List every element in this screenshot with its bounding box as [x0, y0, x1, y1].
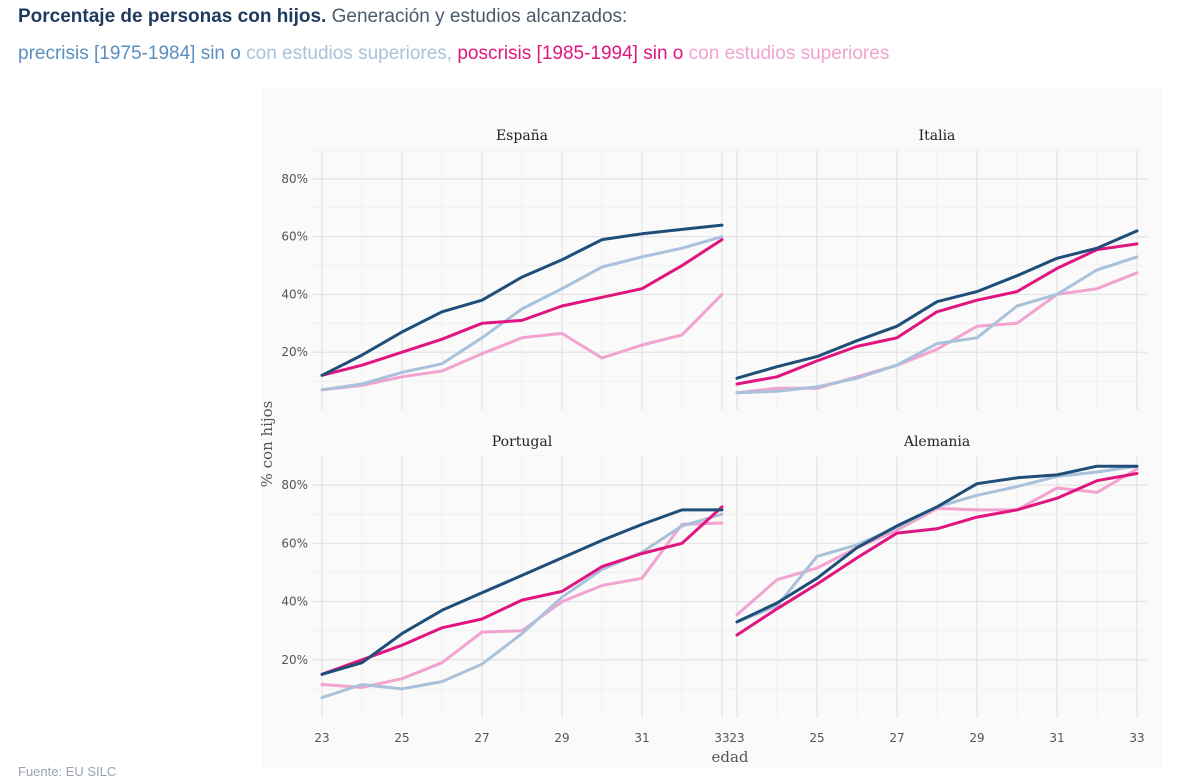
series-line-espana-2	[320, 238, 724, 377]
legend-precrisis-con: con estudios superiores,	[240, 43, 458, 64]
series-line-espana-3	[320, 292, 724, 392]
x-tick-label: 33	[714, 731, 729, 745]
facet-label-espana: España	[496, 128, 548, 144]
facet-label-portugal: Portugal	[492, 434, 553, 450]
x-tick-label: 27	[889, 731, 904, 745]
y-tick-label: 40%	[281, 287, 308, 301]
chart-title-bold: Porcentaje de personas con hijos.	[18, 6, 327, 27]
y-axis-title: % con hijos	[258, 401, 276, 488]
series-line-espana-0	[320, 223, 724, 377]
series-line-alemania-2	[735, 472, 1139, 637]
x-tick-label: 31	[1049, 731, 1064, 745]
y-tick-label: 40%	[281, 595, 308, 609]
legend-poscrisis-con: con estudios superiores	[683, 43, 890, 64]
series-line-italia-2	[735, 242, 1139, 386]
legend-poscrisis-sin: poscrisis [1985-1994] sin o	[457, 43, 684, 64]
series-line-portugal-1	[320, 512, 724, 700]
facet-label-italia: Italia	[919, 128, 956, 144]
x-tick-label: 27	[474, 731, 489, 745]
chart-title: Porcentaje de personas con hijos. Genera…	[18, 6, 627, 28]
series-line-italia-1	[735, 255, 1139, 395]
x-tick-label: 33	[1129, 731, 1144, 745]
chart-title-rest: Generación y estudios alcanzados:	[326, 6, 628, 27]
series-line-portugal-3	[320, 521, 724, 689]
y-tick-label: 20%	[281, 345, 308, 359]
series-line-espana-1	[320, 235, 724, 392]
x-tick-label: 23	[314, 731, 329, 745]
x-axis-title: edad	[711, 748, 748, 766]
x-tick-label: 29	[969, 731, 984, 745]
y-tick-label: 80%	[281, 478, 308, 492]
x-tick-label: 25	[809, 731, 824, 745]
x-tick-label: 31	[634, 731, 649, 745]
legend-line: precrisis [1975-1984] sin o con estudios…	[18, 43, 889, 65]
series-line-italia-0	[735, 229, 1139, 380]
chart-background	[262, 88, 1162, 768]
series-line-portugal-0	[320, 508, 724, 676]
x-tick-label: 29	[554, 731, 569, 745]
x-tick-label: 23	[729, 731, 744, 745]
y-tick-label: 60%	[281, 536, 308, 550]
y-tick-label: 60%	[281, 230, 308, 244]
series-line-alemania-0	[735, 464, 1139, 624]
series-line-portugal-2	[320, 505, 724, 676]
y-tick-label: 20%	[281, 653, 308, 667]
legend-precrisis-sin: precrisis [1975-1984] sin o	[18, 43, 241, 64]
source-note: Fuente: EU SILC	[18, 764, 117, 779]
facet-label-alemania: Alemania	[903, 434, 970, 450]
y-tick-label: 80%	[281, 172, 308, 186]
x-tick-label: 25	[394, 731, 409, 745]
